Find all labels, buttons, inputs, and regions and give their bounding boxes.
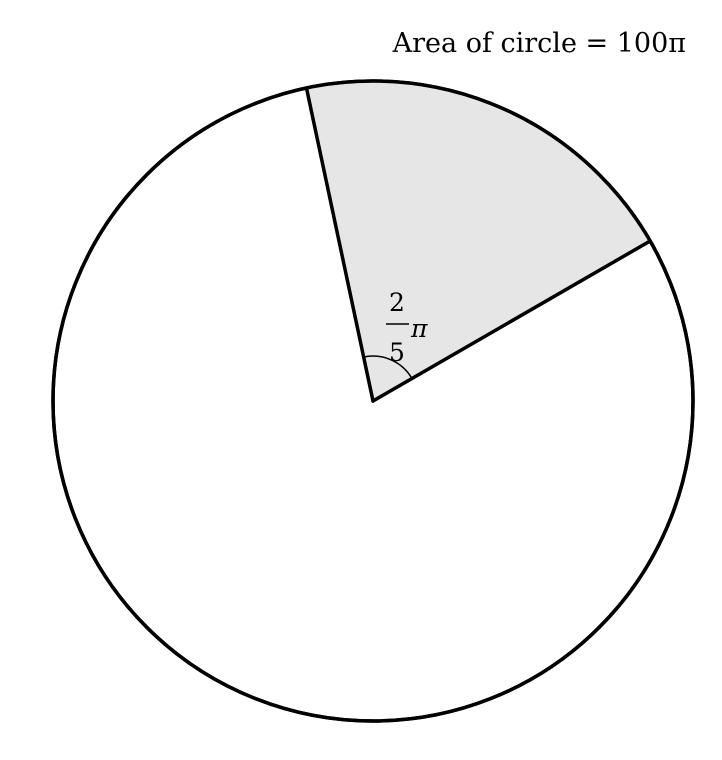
radius-right — [371, 239, 652, 403]
angle-numerator: 2 — [389, 288, 405, 317]
radius-left — [304, 86, 375, 403]
area-label: Area of circle = 100π — [392, 28, 686, 59]
shaded-sector — [306, 80, 651, 401]
angle-pi-symbol: π — [410, 314, 428, 343]
angle-arc — [363, 355, 413, 379]
angle-label: 2 5 π — [386, 288, 428, 367]
circle-outline-front — [51, 79, 695, 723]
angle-denominator: 5 — [389, 338, 405, 367]
